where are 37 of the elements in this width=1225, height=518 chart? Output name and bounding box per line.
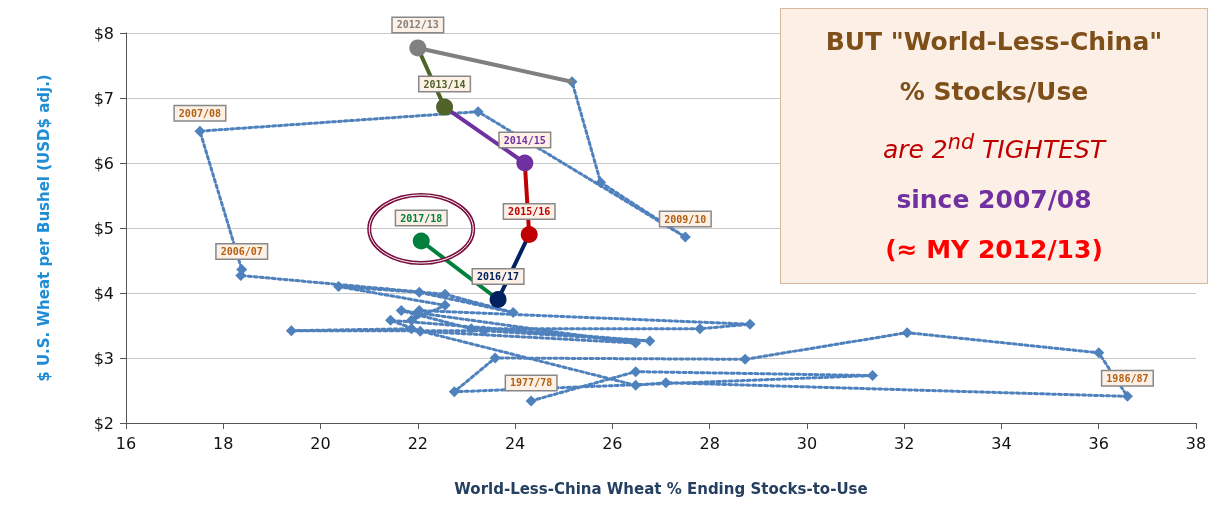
y-tick-label: $3 — [93, 348, 114, 368]
x-tick-label: 30 — [796, 433, 818, 453]
y-axis-title: $ U.S. Wheat per Bushel (USD$ adj.) — [34, 74, 53, 382]
x-tick-label: 36 — [1088, 433, 1109, 453]
annotation: 1986/87 — [1106, 372, 1149, 384]
y-tick-label: $4 — [93, 283, 114, 303]
x-axis-title: World-Less-China Wheat % Ending Stocks-to-Use — [454, 479, 868, 498]
y-tick-label: $2 — [93, 413, 114, 433]
x-tick-label: 16 — [115, 433, 137, 453]
x-tick-label: 28 — [699, 433, 720, 453]
annotation: 2013/14 — [423, 78, 466, 90]
x-tick-label: 18 — [213, 433, 234, 453]
annotation: 2017/18 — [400, 212, 443, 224]
annotation: since 2007/08 — [895, 184, 1093, 217]
x-tick-label: 24 — [504, 433, 526, 453]
annotation: are 2$^{nd}$ TIGHTEST — [881, 129, 1108, 167]
annotation: 1977/78 — [510, 377, 553, 389]
x-tick-label: 26 — [602, 433, 623, 453]
x-tick-label: 38 — [1185, 433, 1207, 453]
annotation: 2012/13 — [396, 19, 439, 31]
y-tick-label: $5 — [93, 218, 114, 238]
x-tick-label: 32 — [894, 433, 915, 453]
annotation: BUT "World-Less-China" — [824, 26, 1164, 58]
y-tick-label: $7 — [93, 88, 114, 108]
annotation: 2007/08 — [178, 107, 222, 119]
annotation: % Stocks/Use — [898, 76, 1090, 108]
annotation: (≈ MY 2012/13) — [884, 234, 1104, 267]
x-tick-label: 34 — [991, 433, 1012, 453]
y-tick-label: $6 — [93, 153, 114, 173]
x-tick-label: 22 — [407, 433, 428, 453]
annotation: 2015/16 — [508, 206, 551, 217]
annotation: 2014/15 — [503, 134, 546, 146]
annotation: 2006/07 — [220, 246, 263, 258]
annotation: 2009/10 — [664, 213, 707, 225]
y-tick-label: $8 — [93, 23, 114, 43]
annotation: 2016/17 — [476, 271, 520, 282]
x-tick-label: 20 — [310, 433, 331, 453]
